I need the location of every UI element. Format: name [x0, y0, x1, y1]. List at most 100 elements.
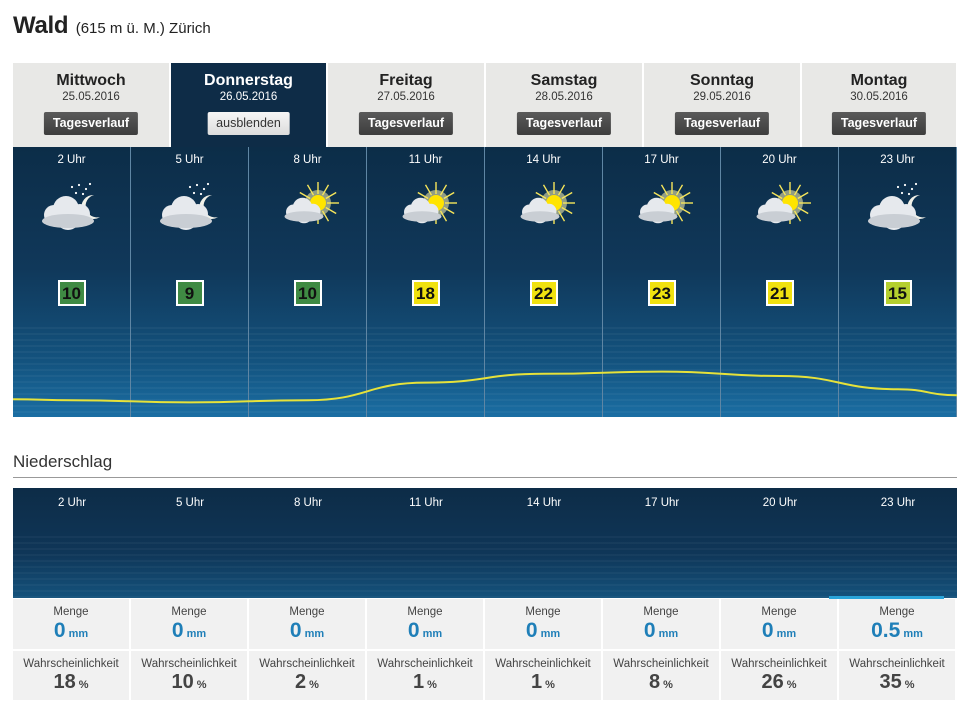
hour-label: 11 Uhr: [409, 497, 443, 509]
probability-label: Wahrscheinlichkeit: [141, 658, 237, 670]
hour-label: 11 Uhr: [408, 154, 443, 166]
amount-unit: mm: [68, 628, 89, 640]
probability-unit: %: [663, 679, 673, 691]
day-date: 28.05.2016: [535, 91, 593, 103]
day-tab-freitag[interactable]: Freitag 27.05.2016 Tagesverlauf: [328, 63, 485, 147]
day-details-button[interactable]: Tagesverlauf: [358, 112, 454, 135]
day-name: Donnerstag: [204, 72, 293, 89]
day-name: Montag: [850, 72, 908, 89]
probability-number: 2: [295, 671, 307, 693]
day-tab-samstag[interactable]: Samstag 28.05.2016 Tagesverlauf: [486, 63, 643, 147]
day-tabs: Mittwoch 25.05.2016 Tagesverlauf Donnerstag…: [13, 63, 957, 147]
amount-number: 0: [525, 619, 538, 642]
precip-hour-column: 14 Uhr: [485, 488, 603, 598]
probability-unit: %: [904, 679, 915, 691]
hour-column: 2 Uhr 10: [13, 147, 131, 417]
probability-label: Wahrscheinlichkeit: [495, 658, 591, 670]
temperature-badge: 10: [57, 280, 86, 306]
day-details-button[interactable]: Tagesverlauf: [516, 112, 612, 135]
precip-probability-cell: Wahrscheinlichkeit 26%: [721, 651, 839, 700]
cloud-moon-icon: [860, 181, 936, 235]
amount-unit: mm: [540, 628, 561, 640]
hour-label: 2 Uhr: [57, 497, 87, 509]
precip-amount-cell: Menge 0 mm: [13, 599, 131, 649]
day-date: 30.05.2016: [850, 91, 908, 103]
day-date: 26.05.2016: [219, 91, 278, 103]
precipitation-table: Menge 0 mm Wahrscheinlichkeit 18% Menge 0 mm Wah…: [13, 599, 957, 700]
day-details-button[interactable]: Tagesverlauf: [43, 112, 139, 135]
probability-label: Wahrscheinlichkeit: [731, 658, 827, 670]
amount-number: 0: [53, 619, 66, 642]
hour-column: 14 Uhr 22: [485, 147, 603, 417]
amount-number: 0: [289, 619, 302, 642]
amount-label: Menge: [761, 606, 797, 618]
day-date: 25.05.2016: [62, 91, 120, 103]
hour-label: 14 Uhr: [526, 497, 562, 509]
day-details-button[interactable]: Tagesverlauf: [674, 112, 770, 135]
day-date: 29.05.2016: [693, 91, 751, 103]
precip-amount-cell: Menge 0 mm: [367, 599, 485, 649]
amount-label: Menge: [171, 606, 207, 618]
amount-value: 0 mm: [485, 619, 601, 643]
temperature-badge: 10: [293, 280, 322, 306]
hour-label: 17 Uhr: [644, 497, 680, 509]
probability-label: Wahrscheinlichkeit: [613, 658, 709, 670]
probability-number: 8: [649, 671, 661, 693]
sun-cloud-icon: [624, 181, 700, 235]
hour-label: 23 Uhr: [880, 154, 915, 166]
day-tab-mittwoch[interactable]: Mittwoch 25.05.2016 Tagesverlauf: [13, 63, 170, 147]
day-date: 27.05.2016: [377, 91, 435, 103]
probability-unit: %: [427, 679, 437, 691]
probability-number: 18: [53, 671, 76, 693]
probability-unit: %: [786, 679, 797, 691]
hour-column: 17 Uhr 23: [603, 147, 721, 417]
amount-number: 0: [171, 619, 184, 642]
temperature-badge: 18: [411, 280, 440, 306]
divider: [13, 477, 957, 478]
probability-value: 2%: [249, 671, 365, 694]
amount-unit: mm: [776, 628, 797, 640]
day-details-button[interactable]: Tagesverlauf: [831, 112, 927, 135]
amount-label: Menge: [879, 606, 915, 618]
amount-value: 0 mm: [603, 619, 719, 643]
amount-value: 0 mm: [721, 619, 837, 643]
amount-label: Menge: [407, 606, 443, 618]
amount-number: 0: [407, 619, 420, 642]
precip-amount-cell: Menge 0 mm: [721, 599, 839, 649]
temperature-badge: 23: [647, 280, 676, 306]
day-tab-donnerstag[interactable]: Donnerstag 26.05.2016 ausblenden: [171, 63, 327, 147]
amount-unit: mm: [186, 628, 207, 640]
probability-number: 35: [879, 671, 902, 693]
probability-value: 1%: [367, 671, 483, 694]
amount-unit: mm: [304, 628, 325, 640]
probability-value: 18%: [13, 671, 129, 694]
location-title: Wald (615 m ü. M.) Zürich: [13, 12, 211, 40]
sun-cloud-icon: [270, 181, 346, 235]
precip-amount-cell: Menge 0.5 mm: [839, 599, 957, 649]
precip-probability-cell: Wahrscheinlichkeit 1%: [485, 651, 603, 700]
location-name: Wald: [13, 12, 69, 39]
probability-value: 1%: [485, 671, 601, 694]
amount-unit: mm: [903, 628, 923, 640]
probability-number: 1: [413, 671, 425, 693]
hour-column: 20 Uhr 21: [721, 147, 839, 417]
sun-cloud-icon: [388, 181, 464, 235]
precip-probability-cell: Wahrscheinlichkeit 35%: [839, 651, 957, 700]
probability-unit: %: [78, 679, 89, 691]
day-tab-montag[interactable]: Montag 30.05.2016 Tagesverlauf: [802, 63, 957, 147]
hour-label: 14 Uhr: [526, 154, 561, 166]
precip-hour-column: 5 Uhr: [131, 488, 249, 598]
precip-probability-cell: Wahrscheinlichkeit 2%: [249, 651, 367, 700]
amount-unit: mm: [422, 628, 443, 640]
temperature-badge: 15: [883, 280, 912, 306]
amount-value: 0 mm: [249, 619, 365, 643]
precip-probability-cell: Wahrscheinlichkeit 8%: [603, 651, 721, 700]
precip-probability-cell: Wahrscheinlichkeit 10%: [131, 651, 249, 700]
day-tab-sonntag[interactable]: Sonntag 29.05.2016 Tagesverlauf: [644, 63, 801, 147]
hour-label: 8 Uhr: [293, 154, 322, 166]
amount-label: Menge: [53, 606, 89, 618]
hide-details-button[interactable]: ausblenden: [207, 112, 290, 135]
day-name: Samstag: [530, 72, 598, 89]
amount-number: 0: [761, 619, 774, 642]
hour-label: 20 Uhr: [762, 497, 798, 509]
